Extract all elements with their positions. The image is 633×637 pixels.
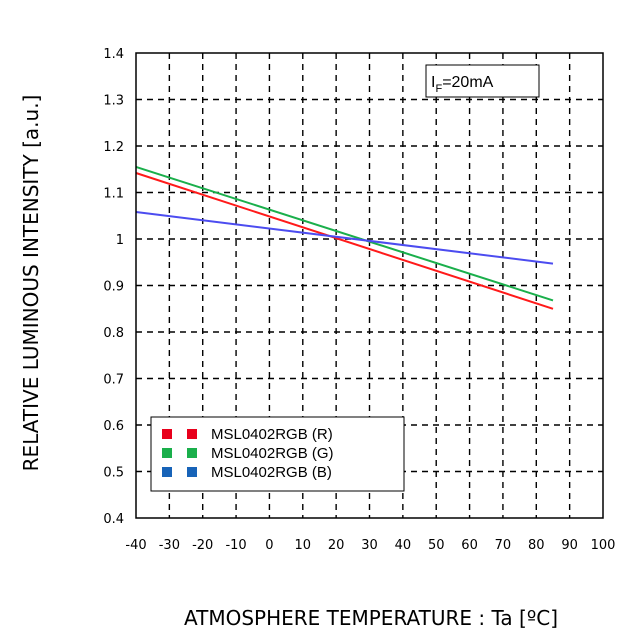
x-tick-label: 0 <box>265 538 273 553</box>
legend-label: MSL0402RGB (R) <box>211 426 333 443</box>
x-tick-label: 70 <box>495 538 512 553</box>
x-tick-labels: -40 -30 -20 -10 0 10 20 30 40 50 60 70 80 90 100 <box>125 538 615 553</box>
y-tick-label: 1.4 <box>103 47 124 62</box>
annotation-text: IF=20mA <box>431 74 494 95</box>
legend-label: MSL0402RGB (B) <box>211 464 332 481</box>
y-tick-label: 0.5 <box>103 466 124 481</box>
x-axis-title: ATMOSPHERE TEMPERATURE : Ta [ºC] <box>184 606 558 630</box>
x-tick-label: 20 <box>328 538 345 553</box>
y-tick-label: 0.4 <box>103 512 124 527</box>
legend-swatch <box>187 448 197 458</box>
x-tick-label: -30 <box>159 538 180 553</box>
legend: MSL0402RGB (R) MSL0402RGB (G) MSL0402RGB (… <box>150 416 405 492</box>
series-line-1 <box>135 172 554 310</box>
annotation-main: I <box>431 74 435 91</box>
legend-label: MSL0402RGB (G) <box>211 445 334 462</box>
grid-lines <box>136 53 603 518</box>
x-tick-label: 50 <box>428 538 445 553</box>
legend-swatch <box>162 467 172 477</box>
x-tick-label: 10 <box>295 538 312 553</box>
annotation-box <box>425 64 540 98</box>
series-lines <box>135 165 554 310</box>
x-tick-label: 40 <box>395 538 412 553</box>
y-tick-label: 1.2 <box>103 140 124 155</box>
y-tick-label: 0.8 <box>103 326 124 341</box>
y-tick-label: 1 <box>116 233 124 248</box>
legend-swatch <box>162 429 172 439</box>
x-tick-label: 60 <box>461 538 478 553</box>
series-line-2 <box>135 165 554 302</box>
y-tick-label: 1.3 <box>103 94 124 109</box>
legend-swatch <box>187 429 197 439</box>
y-tick-label: 0.9 <box>103 280 124 295</box>
current-annotation: IF=20mA <box>425 64 540 98</box>
x-tick-label: 90 <box>561 538 578 553</box>
y-tick-labels: 1.4 1.3 1.2 1.1 1 0.9 0.8 0.7 0.6 0.5 0.4 <box>103 47 124 527</box>
x-tick-label: 80 <box>528 538 545 553</box>
y-axis-title: RELATIVE LUMINOUS INTENSITY [a.u.] <box>19 95 43 472</box>
x-tick-label: 30 <box>361 538 378 553</box>
annotation-subscript: F <box>435 83 442 95</box>
legend-swatch <box>162 448 172 458</box>
y-tick-label: 0.6 <box>103 419 124 434</box>
y-tick-label: 1.1 <box>103 187 124 202</box>
plot-frame <box>135 52 604 519</box>
legend-swatch <box>187 467 197 477</box>
x-tick-label: -40 <box>125 538 146 553</box>
x-tick-label: 100 <box>591 538 616 553</box>
x-tick-label: -20 <box>192 538 213 553</box>
series-line-3 <box>135 211 554 265</box>
x-tick-label: -10 <box>225 538 246 553</box>
y-tick-label: 0.7 <box>103 373 124 388</box>
annotation-value: =20mA <box>442 74 493 91</box>
